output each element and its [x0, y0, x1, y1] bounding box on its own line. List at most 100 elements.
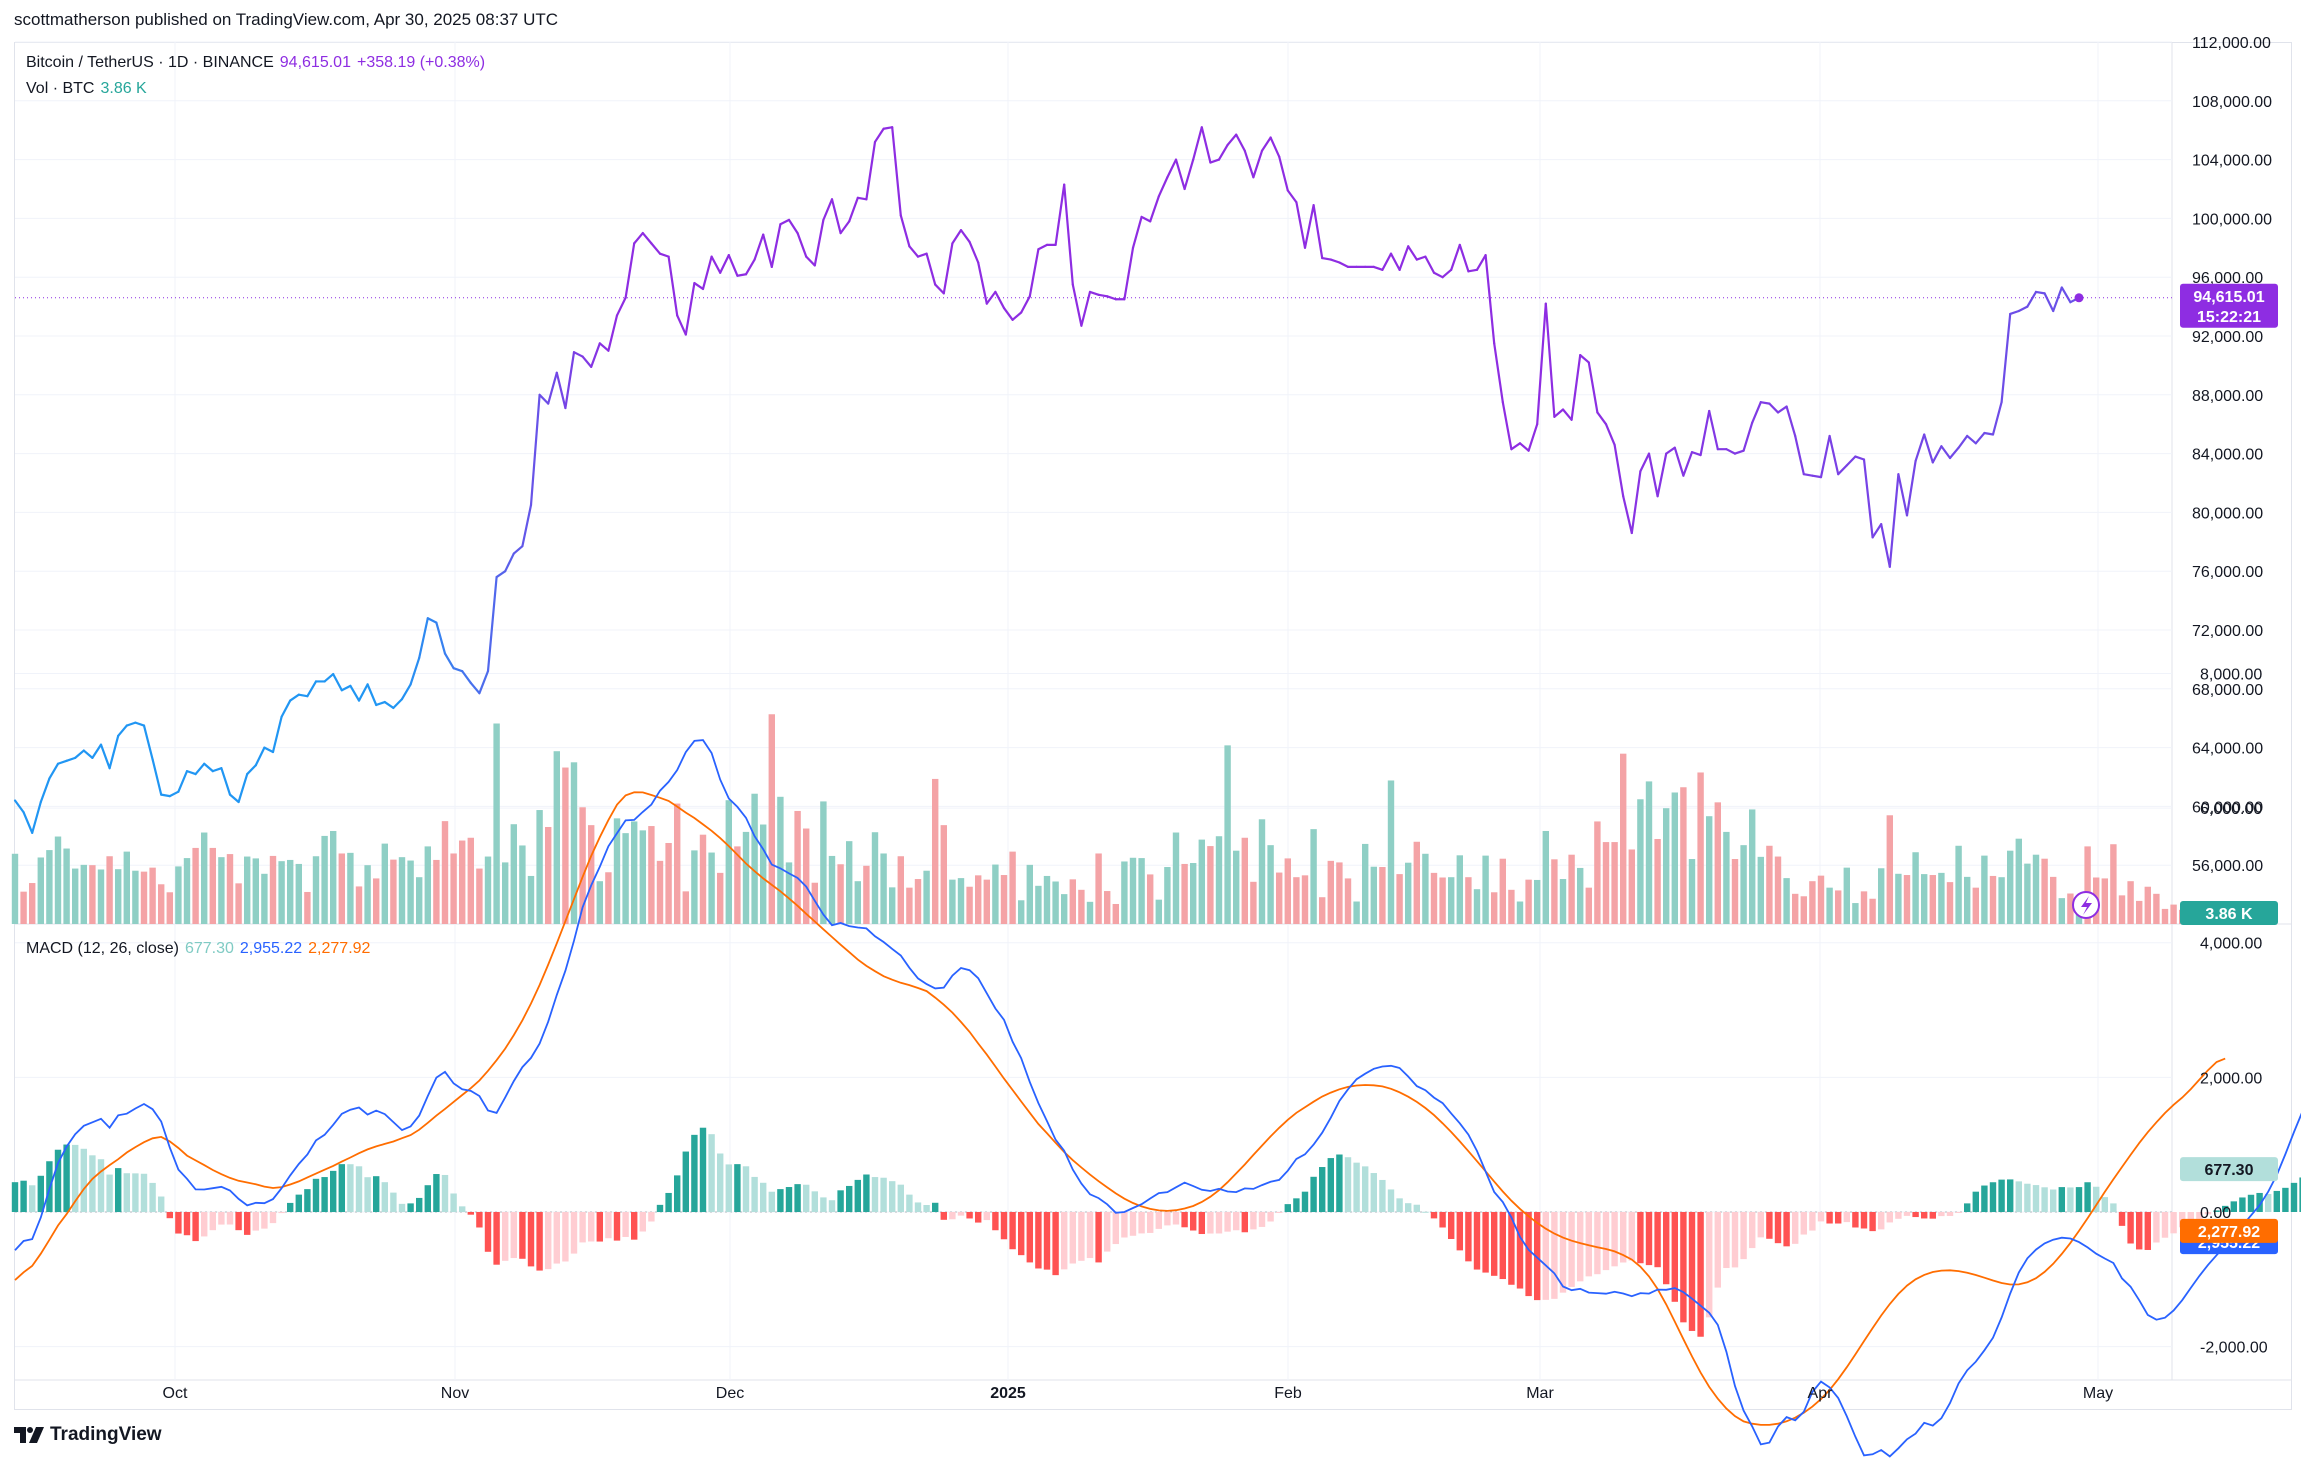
macd-histogram-bar — [691, 1134, 698, 1212]
price-line-segment — [177, 770, 189, 793]
volume-bar — [768, 714, 775, 924]
price-line-segment — [1768, 402, 1780, 414]
macd-histogram-bar — [1112, 1212, 1119, 1245]
macd-histogram-bar — [1336, 1154, 1343, 1212]
volume-bar — [1542, 830, 1549, 924]
macd-histogram-bar — [768, 1191, 775, 1212]
volume-bar — [441, 821, 449, 924]
price-line-segment — [151, 758, 163, 796]
macd-tick-label: 8,000.00 — [2200, 666, 2262, 683]
price-line-segment — [246, 764, 257, 776]
price-line-segment — [418, 617, 429, 660]
macd-histogram-bar — [570, 1212, 578, 1254]
volume-badge-bg — [2180, 901, 2278, 925]
price-line-segment — [1458, 243, 1470, 273]
price-tick-label: 100,000.00 — [2192, 211, 2272, 228]
price-line-segment — [1733, 449, 1745, 455]
volume-bar — [846, 841, 853, 924]
macd-histogram-bar — [1688, 1212, 1696, 1331]
volume-label[interactable]: Vol · BTC — [26, 80, 95, 97]
macd-histogram-bar — [1456, 1212, 1463, 1251]
volume-bar — [1895, 873, 1902, 924]
macd-histogram-bar — [1981, 1185, 1988, 1212]
macd-tick-label: 6,000.00 — [2200, 801, 2262, 818]
macd-histogram-bar — [1809, 1212, 1816, 1231]
volume-bar — [665, 842, 672, 924]
price-line-segment — [1682, 451, 1694, 477]
price-line-segment — [1303, 204, 1315, 249]
macd-histogram-bar — [1800, 1212, 1807, 1235]
macd-histogram-bar — [1955, 1212, 1962, 1213]
macd-histogram-bar — [1000, 1212, 1008, 1240]
volume-bar — [2144, 886, 2151, 924]
volume-bar — [1129, 857, 1137, 924]
macd-histogram-bar — [1516, 1212, 1524, 1289]
volume-bar — [1138, 858, 1145, 924]
macd-histogram-bar — [1319, 1167, 1326, 1212]
time-tick-label: Feb — [1274, 1385, 1302, 1402]
volume-bar — [966, 886, 973, 924]
volume-bar — [1628, 849, 1635, 924]
price-line-segment — [547, 371, 558, 405]
macd-histogram-bar — [11, 1182, 19, 1212]
price-line-segment — [357, 683, 369, 702]
symbol-label[interactable]: Bitcoin / TetherUS · 1D · BINANCE — [26, 54, 274, 71]
macd-histogram-bar — [1645, 1212, 1653, 1266]
volume-bar — [1405, 862, 1412, 924]
volume-bar — [1680, 787, 1687, 924]
volume-bar — [1258, 819, 1266, 924]
price-line-segment — [48, 762, 60, 780]
tradingview-logo[interactable]: TradingView — [14, 1424, 162, 1446]
macd-histogram-bar — [304, 1189, 311, 1212]
macd-histogram-bar — [622, 1212, 629, 1237]
volume-bar — [201, 832, 208, 924]
macd-histogram-bar — [932, 1202, 939, 1212]
price-line-segment — [2009, 309, 2020, 316]
price-line-segment — [452, 667, 464, 673]
macd-label[interactable]: MACD (12, 26, close) — [26, 940, 179, 957]
price-line-segment — [1828, 434, 1840, 476]
macd-histogram-bar — [80, 1148, 87, 1212]
macd-histogram-bar — [1224, 1212, 1231, 1232]
macd-histogram-bar — [760, 1182, 767, 1212]
volume-bar — [1284, 858, 1291, 924]
macd-histogram-bar — [682, 1151, 689, 1212]
volume-bar — [63, 848, 70, 924]
volume-bar — [1817, 875, 1825, 924]
macd-histogram-bar — [2299, 1177, 2301, 1212]
volume-bar — [1095, 853, 1102, 924]
macd-histogram-bar — [734, 1164, 741, 1212]
volume-bar — [149, 867, 156, 924]
volume-bar — [1955, 845, 1962, 924]
macd-histogram-bar — [1568, 1212, 1575, 1287]
macd-histogram-bar — [1009, 1212, 1016, 1250]
volume-bar — [545, 826, 552, 924]
macd-histogram-bar — [1663, 1212, 1670, 1285]
price-line-segment — [968, 240, 980, 264]
volume-bar — [72, 868, 79, 924]
price-line-segment — [1656, 452, 1668, 498]
macd-histogram-bar — [957, 1212, 965, 1216]
volume-bar — [1912, 852, 1919, 924]
macd-histogram-bar — [1903, 1212, 1911, 1216]
macd-histogram-bar — [751, 1176, 758, 1212]
price-line-segment — [598, 342, 610, 352]
price-line-segment — [340, 684, 352, 692]
price-line-segment — [942, 242, 954, 295]
volume-bar — [2050, 876, 2057, 924]
macd-histogram-bar — [1310, 1176, 1317, 1212]
macd-histogram-bar — [1267, 1212, 1274, 1222]
volume-bar — [235, 883, 242, 924]
price-line-segment — [891, 126, 902, 217]
price-line-segment — [1553, 408, 1565, 418]
time-tick-label: Nov — [441, 1385, 469, 1402]
macd-histogram-bar — [510, 1212, 517, 1259]
macd-histogram — [11, 1127, 2301, 1337]
macd-histogram-bar — [940, 1212, 947, 1220]
macd-histogram-bar — [1817, 1212, 1825, 1222]
price-line-segment — [719, 254, 730, 274]
price-line-segment — [91, 743, 103, 759]
price-line-segment — [865, 140, 877, 201]
price-line-segment — [194, 762, 206, 776]
